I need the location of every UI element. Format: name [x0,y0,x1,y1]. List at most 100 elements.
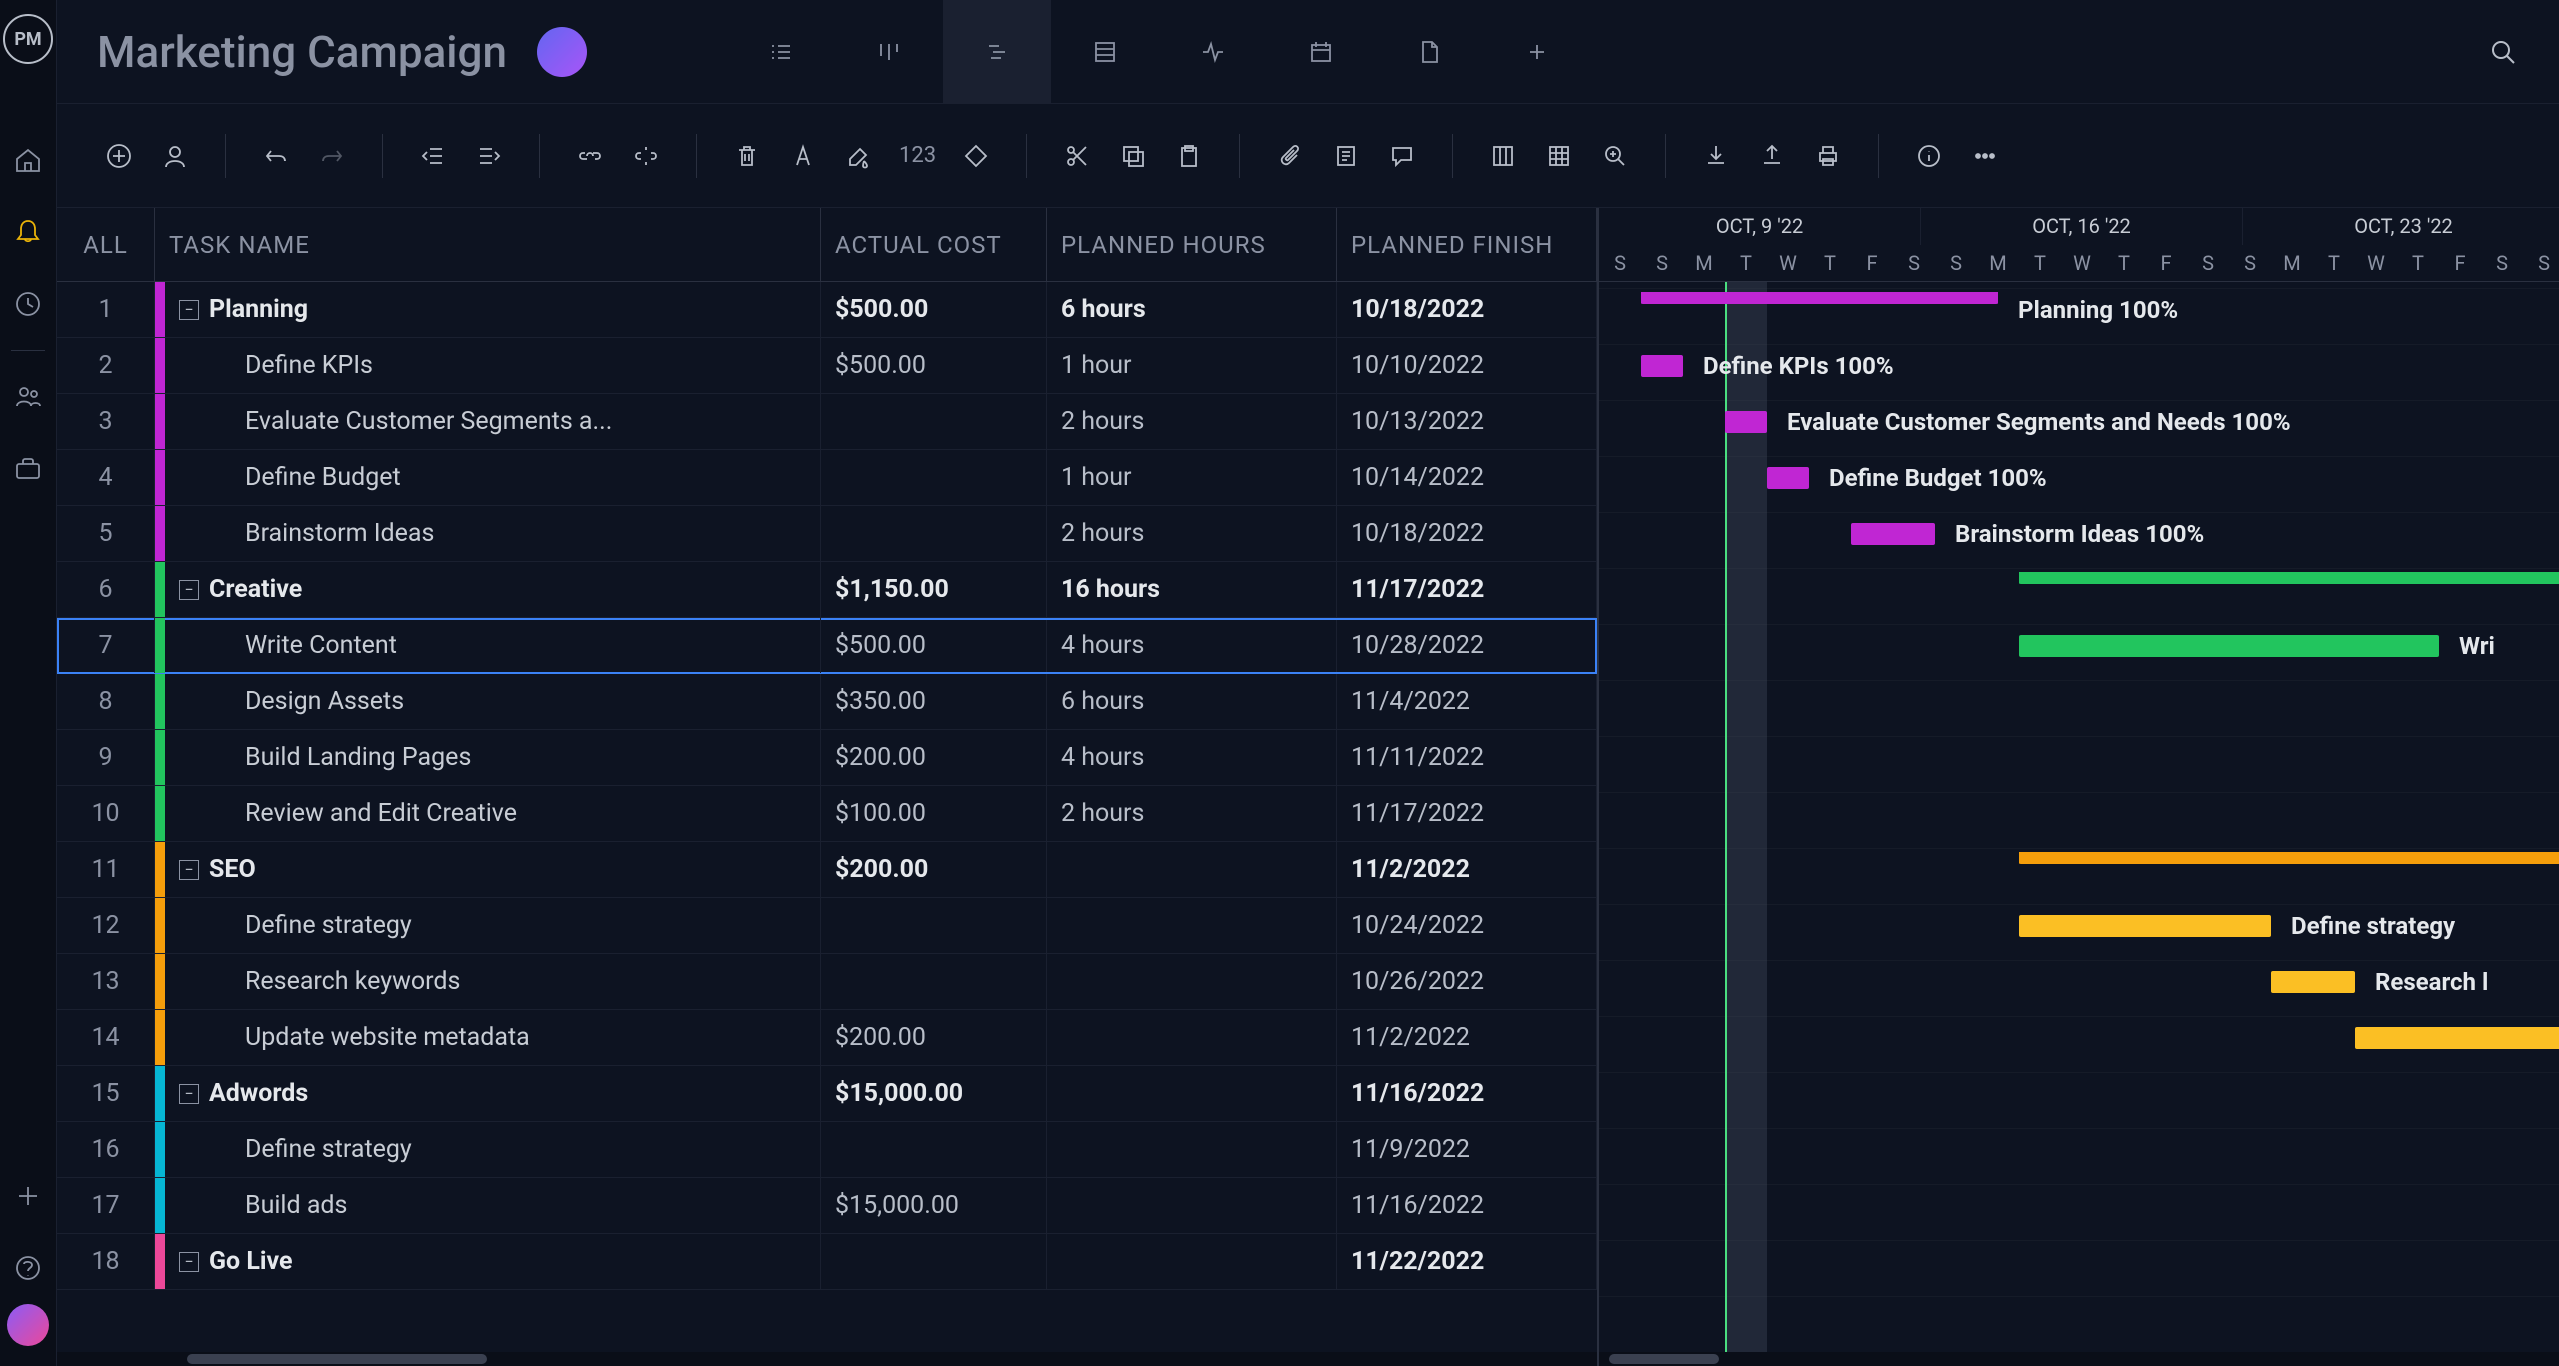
milestone-button[interactable] [954,134,998,178]
finish-cell[interactable]: 11/2/2022 [1337,1010,1597,1065]
color-button[interactable] [837,134,881,178]
task-name-cell[interactable]: −Go Live [155,1234,821,1289]
hours-cell[interactable]: 6 hours [1047,282,1337,337]
view-gantt[interactable] [943,0,1051,104]
zoom-button[interactable] [1593,134,1637,178]
finish-cell[interactable]: 10/26/2022 [1337,954,1597,1009]
collapse-toggle[interactable]: − [179,580,199,600]
finish-cell[interactable]: 10/14/2022 [1337,450,1597,505]
hours-cell[interactable]: 1 hour [1047,450,1337,505]
hours-cell[interactable]: 1 hour [1047,338,1337,393]
cost-cell[interactable] [821,1122,1047,1177]
view-activity[interactable] [1159,0,1267,104]
hours-cell[interactable] [1047,898,1337,953]
grid-button[interactable] [1537,134,1581,178]
attach-button[interactable] [1268,134,1312,178]
cost-cell[interactable]: $100.00 [821,786,1047,841]
gantt-bar[interactable] [1767,467,1809,489]
task-row[interactable]: 1−Planning$500.006 hours10/18/2022 [57,282,1597,338]
hours-cell[interactable] [1047,1010,1337,1065]
task-name-cell[interactable]: Define strategy [155,1122,821,1177]
cost-cell[interactable]: $15,000.00 [821,1178,1047,1233]
task-name-cell[interactable]: Design Assets [155,674,821,729]
gantt-body[interactable]: Planning 100%Define KPIs 100%Evaluate Cu… [1599,282,2559,1352]
link-button[interactable] [568,134,612,178]
redo-button[interactable] [310,134,354,178]
cost-cell[interactable]: $350.00 [821,674,1047,729]
task-row[interactable]: 5Brainstorm Ideas2 hours10/18/2022 [57,506,1597,562]
cost-cell[interactable]: $500.00 [821,618,1047,673]
gantt-bar[interactable] [2355,1027,2559,1049]
grid-scrollbar[interactable] [57,1352,1597,1366]
collapse-toggle[interactable]: − [179,860,199,880]
task-name-cell[interactable]: Brainstorm Ideas [155,506,821,561]
hours-cell[interactable]: 4 hours [1047,618,1337,673]
task-row[interactable]: 16Define strategy11/9/2022 [57,1122,1597,1178]
task-row[interactable]: 14Update website metadata$200.0011/2/202… [57,1010,1597,1066]
task-name-cell[interactable]: Build ads [155,1178,821,1233]
task-name-cell[interactable]: Define strategy [155,898,821,953]
task-name-cell[interactable]: Write Content [155,618,821,673]
view-board[interactable] [835,0,943,104]
cost-cell[interactable]: $200.00 [821,842,1047,897]
gantt-bar[interactable] [1641,292,1998,304]
cost-cell[interactable] [821,394,1047,449]
column-header-cost[interactable]: ACTUAL COST [821,208,1047,281]
column-header-all[interactable]: ALL [57,208,155,281]
finish-cell[interactable]: 11/2/2022 [1337,842,1597,897]
search-button[interactable] [2481,30,2525,74]
gantt-bar[interactable] [1725,411,1767,433]
copy-button[interactable] [1111,134,1155,178]
task-name-cell[interactable]: −SEO [155,842,821,897]
hours-cell[interactable]: 16 hours [1047,562,1337,617]
task-row[interactable]: 4Define Budget1 hour10/14/2022 [57,450,1597,506]
view-list[interactable] [727,0,835,104]
column-header-finish[interactable]: PLANNED FINISH [1337,208,1597,281]
task-name-cell[interactable]: Build Landing Pages [155,730,821,785]
paste-button[interactable] [1167,134,1211,178]
task-row[interactable]: 10Review and Edit Creative$100.002 hours… [57,786,1597,842]
task-name-cell[interactable]: Evaluate Customer Segments a... [155,394,821,449]
finish-cell[interactable]: 10/13/2022 [1337,394,1597,449]
gantt-scrollbar[interactable] [1599,1352,2559,1366]
hours-cell[interactable]: 2 hours [1047,394,1337,449]
task-row[interactable]: 8Design Assets$350.006 hours11/4/2022 [57,674,1597,730]
finish-cell[interactable]: 11/16/2022 [1337,1178,1597,1233]
columns-button[interactable] [1481,134,1525,178]
finish-cell[interactable]: 10/24/2022 [1337,898,1597,953]
task-name-cell[interactable]: −Adwords [155,1066,821,1121]
more-button[interactable] [1963,134,2007,178]
task-name-cell[interactable]: Define Budget [155,450,821,505]
collapse-toggle[interactable]: − [179,1084,199,1104]
comments-button[interactable] [1380,134,1424,178]
gantt-bar[interactable] [1851,523,1935,545]
column-header-hours[interactable]: PLANNED HOURS [1047,208,1337,281]
hours-cell[interactable]: 2 hours [1047,506,1337,561]
nav-recent[interactable] [0,276,56,332]
cost-cell[interactable] [821,506,1047,561]
finish-cell[interactable]: 11/11/2022 [1337,730,1597,785]
task-row[interactable]: 7Write Content$500.004 hours10/28/2022 [57,618,1597,674]
export-button[interactable] [1750,134,1794,178]
task-name-cell[interactable]: Research keywords [155,954,821,1009]
delete-button[interactable] [725,134,769,178]
collapse-toggle[interactable]: − [179,1252,199,1272]
hours-cell[interactable]: 4 hours [1047,730,1337,785]
hours-cell[interactable] [1047,1066,1337,1121]
finish-cell[interactable]: 10/18/2022 [1337,282,1597,337]
task-row[interactable]: 9Build Landing Pages$200.004 hours11/11/… [57,730,1597,786]
view-calendar[interactable] [1267,0,1375,104]
nav-team[interactable] [0,369,56,425]
task-row[interactable]: 6−Creative$1,150.0016 hours11/17/2022 [57,562,1597,618]
print-button[interactable] [1806,134,1850,178]
task-row[interactable]: 3Evaluate Customer Segments a...2 hours1… [57,394,1597,450]
gantt-bar[interactable] [2019,915,2271,937]
cost-cell[interactable]: $200.00 [821,730,1047,785]
cost-cell[interactable] [821,954,1047,1009]
hours-cell[interactable] [1047,1122,1337,1177]
cost-cell[interactable]: $15,000.00 [821,1066,1047,1121]
info-button[interactable] [1907,134,1951,178]
task-name-cell[interactable]: −Creative [155,562,821,617]
gantt-bar[interactable] [2019,572,2559,584]
task-name-cell[interactable]: Define KPIs [155,338,821,393]
